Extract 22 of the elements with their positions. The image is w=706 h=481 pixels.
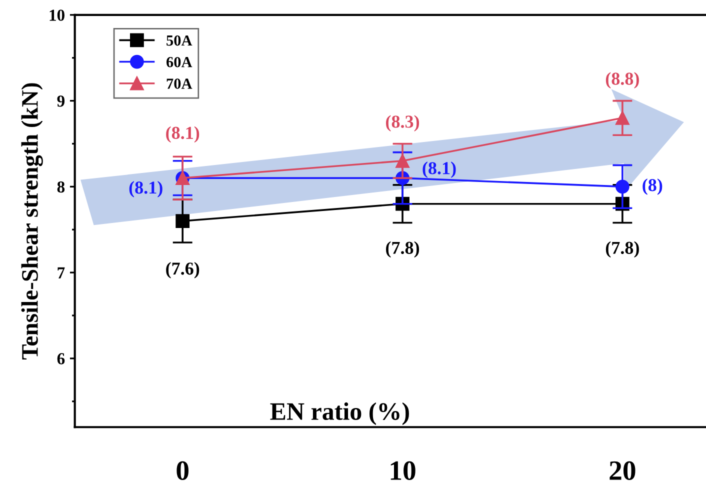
y-tick-label: 6 (57, 353, 65, 364)
legend-label: 70A (166, 78, 192, 89)
x-tick-label: 10 (390, 461, 416, 480)
y-tick-label: 10 (50, 10, 64, 21)
data-label: (7.8) (606, 241, 639, 258)
x-axis-title: EN ratio (%) (270, 402, 409, 426)
data-label: (8.1) (166, 126, 200, 143)
x-tick-label: 0 (176, 461, 188, 480)
y-tick-label: 7 (58, 267, 65, 278)
legend-label: 60A (166, 56, 192, 68)
data-label: (8.1) (129, 181, 162, 198)
y-tick-label: 8 (57, 181, 65, 193)
legend-label: 50A (166, 35, 192, 46)
y-axis-title: Tensile-Shear strength (kN) (21, 83, 43, 360)
data-label: (8) (642, 178, 662, 195)
data-label: (7.8) (386, 241, 420, 258)
data-label: (8.3) (386, 115, 420, 132)
data-label: (7.6) (166, 262, 200, 278)
data-label: (8.1) (422, 162, 456, 178)
y-tick-label: 9 (57, 96, 65, 107)
x-tick-label: 20 (610, 461, 636, 480)
data-label: (8.8) (606, 72, 639, 89)
